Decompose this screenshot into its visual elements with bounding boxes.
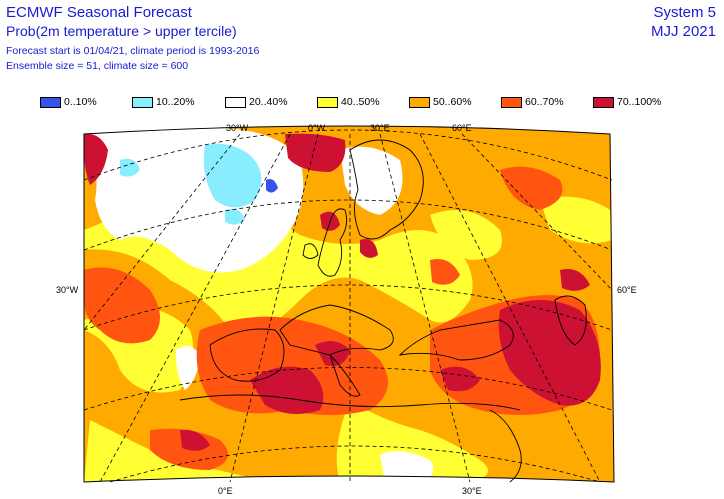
season-label: MJJ 2021 xyxy=(650,23,716,40)
legend-item-20-40: 20..40% xyxy=(225,95,288,109)
legend-item-0-10: 0..10% xyxy=(40,95,97,109)
legend-item-70-100: 70..100% xyxy=(593,95,661,109)
axis-label-top-0w: 0°W xyxy=(308,123,326,133)
field-70-100-kazakhstan xyxy=(560,269,590,291)
legend-label: 0..10% xyxy=(64,96,97,108)
axis-label-top-60e: 60°E xyxy=(452,123,472,133)
legend-label: 10..20% xyxy=(156,96,195,108)
parallel-line xyxy=(83,367,613,411)
axis-label-left-30w: 30°W xyxy=(56,285,79,295)
field-70-100-algeria xyxy=(250,366,324,414)
field-60-70-west-atlantic xyxy=(84,267,160,344)
meridian-line xyxy=(461,133,613,291)
parallel-line xyxy=(83,284,613,331)
legend-label: 60..70% xyxy=(525,96,564,108)
coastline-ireland xyxy=(302,243,319,259)
legend-label: 20..40% xyxy=(249,96,288,108)
parallel-line xyxy=(83,199,613,251)
coastline-italy-boot xyxy=(329,354,361,397)
meridian-line xyxy=(379,133,471,483)
field-10-20-west xyxy=(120,158,140,177)
axis-label-top-30w: 30°W xyxy=(226,123,249,133)
coastline-iberia xyxy=(209,328,285,382)
ensemble-size-info: Ensemble size = 51, climate size = 600 xyxy=(6,60,189,72)
field-70-100-turkey xyxy=(440,366,480,392)
field-40-50-south xyxy=(336,400,488,482)
field-40-50-southwest xyxy=(84,420,260,482)
parallel-line xyxy=(109,445,601,483)
legend-item-10-20: 10..20% xyxy=(132,95,195,109)
axis-label-right-60e: 60°E xyxy=(617,285,637,295)
field-70-100-greenland xyxy=(84,133,108,185)
field-0-10 xyxy=(266,179,278,193)
coastline-black-sea-turkey xyxy=(398,319,514,361)
coastline-caspian xyxy=(554,295,587,346)
chart-subtitle: Prob(2m temperature > upper tercile) xyxy=(6,23,237,39)
legend-swatch xyxy=(409,96,430,108)
legend-swatch xyxy=(225,96,246,108)
coastline-red-sea xyxy=(489,409,522,483)
legend-item-60-70: 60..70% xyxy=(501,95,564,109)
system-label: System 5 xyxy=(653,4,716,21)
meridian-line xyxy=(99,133,291,483)
axis-label-bottom-0e: 0°E xyxy=(218,486,233,496)
meridian-line xyxy=(229,133,319,483)
legend-swatch xyxy=(132,96,153,108)
meridian-line xyxy=(419,133,601,483)
axis-label-bottom-30e: 30°E xyxy=(462,486,482,496)
coastlines xyxy=(179,139,587,483)
parallel-line xyxy=(83,129,613,181)
field-70-100-greenland-sea xyxy=(285,133,346,172)
axis-label-top-30e: 30°E xyxy=(370,123,390,133)
field-70-100-morocco xyxy=(180,429,210,451)
legend-item-40-50: 40..50% xyxy=(317,95,380,109)
legend-swatch xyxy=(593,96,614,108)
legend-swatch xyxy=(40,96,61,108)
field-10-20-south xyxy=(225,208,245,225)
field-60-70-russia xyxy=(500,166,563,210)
field-20-40-north-africa xyxy=(380,451,434,482)
field-20-40-iberia-coast xyxy=(175,346,200,390)
forecast-start-info: Forecast start is 01/04/21, climate peri… xyxy=(6,45,260,57)
field-70-100-baltic xyxy=(360,239,378,258)
legend-label: 40..50% xyxy=(341,96,380,108)
legend-swatch xyxy=(501,96,522,108)
coastline-scandinavia xyxy=(349,139,424,240)
coastline-france-italy xyxy=(279,304,394,356)
field-60-70-mediterranean xyxy=(196,316,388,415)
chart-title: ECMWF Seasonal Forecast xyxy=(6,4,192,21)
legend-label: 50..60% xyxy=(433,96,472,108)
field-40-50-east xyxy=(430,210,502,260)
field-60-70-black-sea xyxy=(430,259,460,285)
map-frame xyxy=(83,125,615,483)
graticule xyxy=(83,129,613,483)
legend-item-50-60: 50..60% xyxy=(409,95,472,109)
legend-swatch xyxy=(317,96,338,108)
field-70-100-iran xyxy=(498,300,601,406)
legend-label: 70..100% xyxy=(617,96,662,108)
probability-field xyxy=(84,126,614,482)
coastline-britain xyxy=(317,208,348,277)
coastline-north-africa xyxy=(179,394,521,411)
field-10-20-labrador xyxy=(203,143,262,208)
